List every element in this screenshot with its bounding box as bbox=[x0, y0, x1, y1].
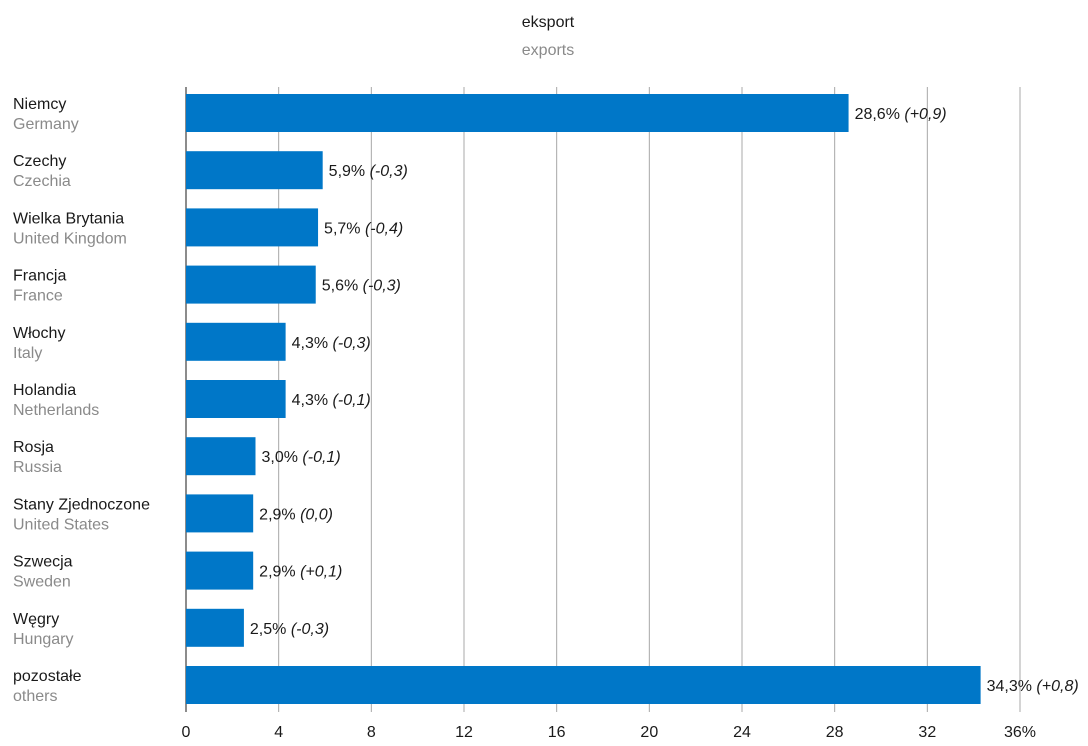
value-percent: 34,3% bbox=[987, 678, 1037, 695]
category-label-en: Sweden bbox=[13, 574, 71, 591]
value-percent: 5,6% bbox=[322, 278, 363, 295]
category-label-pl: Wielka Brytania bbox=[13, 210, 124, 227]
value-label: 2,9% (0,0) bbox=[259, 506, 333, 523]
category-label-pl: Węgry bbox=[13, 611, 59, 628]
value-change: (-0,4) bbox=[365, 220, 403, 237]
value-label: 3,0% (-0,1) bbox=[262, 449, 341, 466]
value-percent: 2,5% bbox=[250, 621, 291, 638]
value-percent: 5,9% bbox=[329, 163, 370, 180]
category-label-en: others bbox=[13, 688, 57, 705]
bar-4 bbox=[186, 322, 286, 361]
category-label-pl: Szwecja bbox=[13, 554, 73, 571]
x-tick-labels: 0 4 8 12 16 20 24 28 32 36% bbox=[182, 724, 1036, 741]
value-percent: 2,9% bbox=[259, 564, 300, 581]
bar-7 bbox=[186, 494, 254, 533]
bar-10 bbox=[186, 666, 981, 704]
bars bbox=[186, 94, 981, 704]
chart-title: eksport bbox=[522, 14, 575, 31]
category-label-pl: Francja bbox=[13, 268, 66, 285]
value-label: 5,6% (-0,3) bbox=[322, 278, 401, 295]
value-labels: 28,6% (+0,9) 5,9% (-0,3) 5,7% (-0,4) 5,6% (… bbox=[250, 106, 1079, 695]
x-tick-label: 4 bbox=[274, 724, 283, 741]
category-label-pl: Włochy bbox=[13, 325, 65, 342]
category-label-en: United States bbox=[13, 516, 109, 533]
value-label: 4,3% (-0,1) bbox=[292, 392, 371, 409]
category-label-en: Netherlands bbox=[13, 402, 99, 419]
value-change: (-0,3) bbox=[333, 335, 371, 352]
value-change: (+0,8) bbox=[1036, 678, 1078, 695]
value-percent: 5,7% bbox=[324, 220, 365, 237]
x-tick-label: 0 bbox=[182, 724, 191, 741]
x-tick-label: 12 bbox=[455, 724, 473, 741]
value-change: (0,0) bbox=[300, 506, 333, 523]
category-label-pl: Niemcy bbox=[13, 96, 66, 113]
x-tick-label: 36% bbox=[1004, 724, 1036, 741]
bar-2 bbox=[186, 208, 319, 247]
category-label-en: Russia bbox=[13, 459, 62, 476]
value-change: (+0,1) bbox=[300, 564, 342, 581]
value-percent: 4,3% bbox=[292, 335, 333, 352]
x-tick-label: 16 bbox=[548, 724, 566, 741]
value-label: 2,9% (+0,1) bbox=[259, 564, 342, 581]
category-label-en: France bbox=[13, 288, 63, 305]
value-change: (+0,9) bbox=[904, 106, 946, 123]
bar-9 bbox=[186, 608, 244, 647]
category-label-pl: Holandia bbox=[13, 382, 76, 399]
value-label: 34,3% (+0,8) bbox=[987, 678, 1079, 695]
category-label-en: Czechia bbox=[13, 173, 71, 190]
value-percent: 4,3% bbox=[292, 392, 333, 409]
x-tick-label: 8 bbox=[367, 724, 376, 741]
value-change: (-0,1) bbox=[333, 392, 371, 409]
value-label: 28,6% (+0,9) bbox=[855, 106, 947, 123]
value-label: 2,5% (-0,3) bbox=[250, 621, 329, 638]
category-label-pl: pozostałe bbox=[13, 668, 82, 685]
bar-0 bbox=[186, 94, 849, 132]
category-label-en: Germany bbox=[13, 116, 79, 133]
value-percent: 2,9% bbox=[259, 506, 300, 523]
category-label-pl: Rosja bbox=[13, 439, 54, 456]
category-label-en: United Kingdom bbox=[13, 230, 127, 247]
value-change: (-0,3) bbox=[363, 278, 401, 295]
value-percent: 3,0% bbox=[262, 449, 303, 466]
x-tick-label: 28 bbox=[826, 724, 844, 741]
category-labels: Niemcy Germany Czechy Czechia Wielka Brytani… bbox=[13, 96, 150, 705]
category-label-pl: Czechy bbox=[13, 153, 66, 170]
value-change: (-0,3) bbox=[291, 621, 329, 638]
bar-5 bbox=[186, 380, 286, 418]
category-label-en: Italy bbox=[13, 345, 42, 362]
value-percent: 28,6% bbox=[855, 106, 905, 123]
bar-3 bbox=[186, 265, 316, 304]
category-label-en: Hungary bbox=[13, 631, 73, 648]
gridlines bbox=[185, 87, 1021, 712]
category-label-pl: Stany Zjednoczone bbox=[13, 496, 150, 513]
value-label: 4,3% (-0,3) bbox=[292, 335, 371, 352]
x-tick-label: 20 bbox=[640, 724, 658, 741]
x-tick-label: 24 bbox=[733, 724, 751, 741]
value-label: 5,7% (-0,4) bbox=[324, 220, 403, 237]
value-change: (-0,3) bbox=[370, 163, 408, 180]
chart-subtitle: exports bbox=[522, 42, 574, 59]
x-tick-label: 32 bbox=[918, 724, 936, 741]
bar-6 bbox=[186, 437, 256, 476]
value-change: (-0,1) bbox=[302, 449, 340, 466]
bar-8 bbox=[186, 551, 254, 590]
bar-1 bbox=[186, 151, 323, 190]
value-label: 5,9% (-0,3) bbox=[329, 163, 408, 180]
